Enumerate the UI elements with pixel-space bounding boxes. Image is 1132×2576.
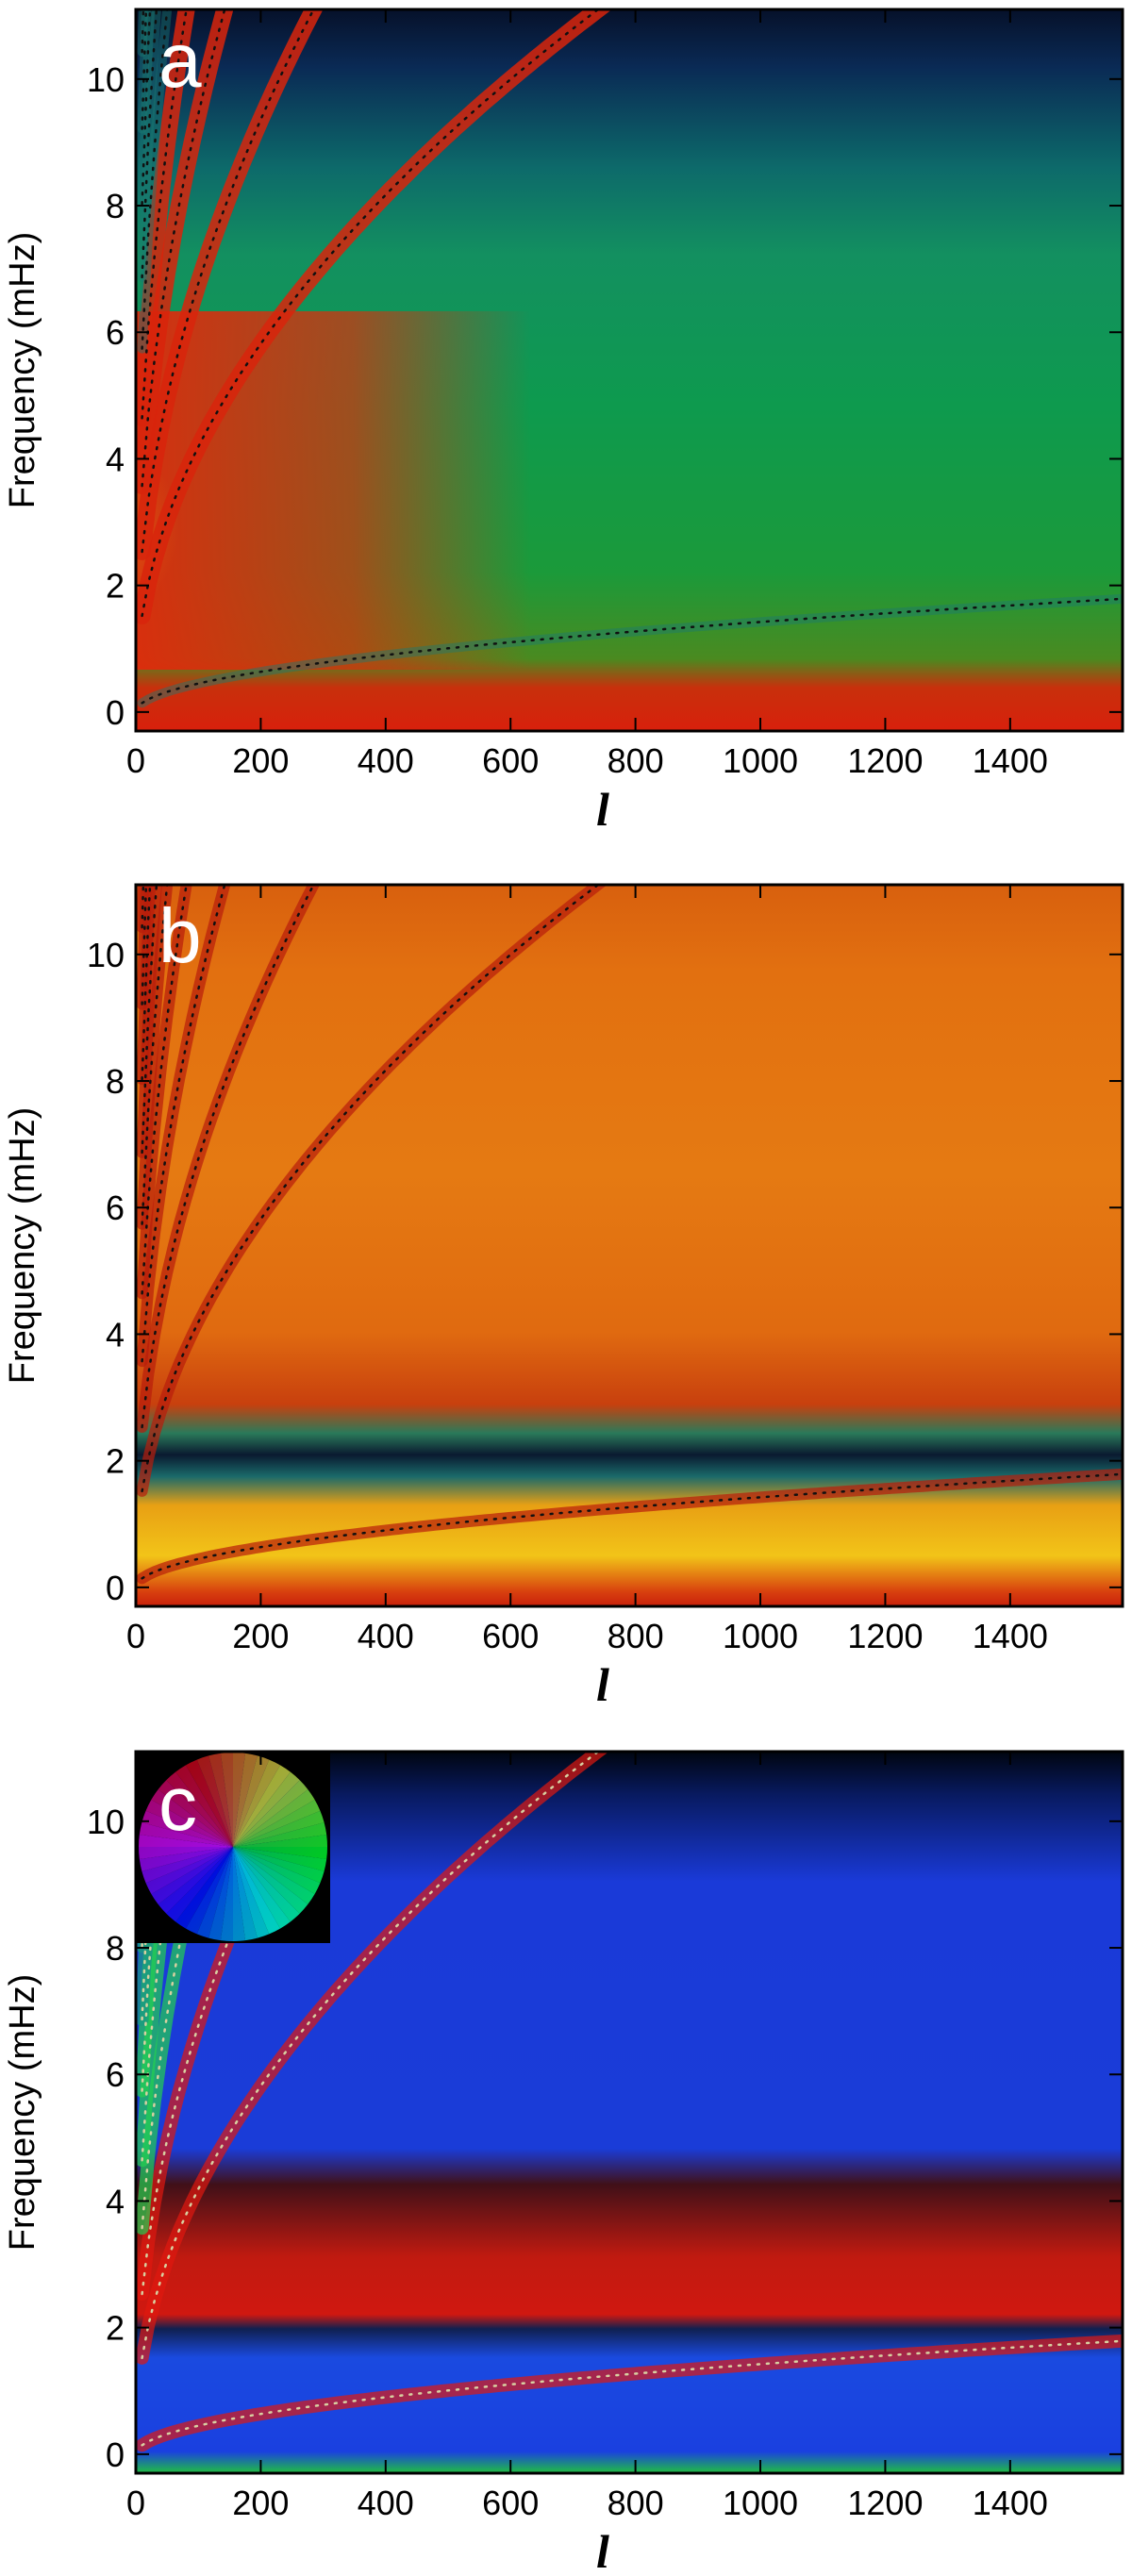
panel-a-axes: 0 200 400 600 800 1000 1200 1400 0 2 4 6 8 10 l Frequen… <box>3 9 1123 836</box>
x-tick-label: 1000 <box>723 741 798 780</box>
x-tick-label: 1000 <box>723 2484 798 2522</box>
x-tick-label: 1400 <box>973 2484 1048 2522</box>
panel-c: c 0 200 400 600 800 1000 1200 1400 0 2 4 6 8 10 l Frequ… <box>3 1750 1124 2576</box>
x-axis-label: l <box>596 1658 609 1711</box>
x-tick-label: 600 <box>482 741 539 780</box>
y-tick-label: 8 <box>106 1929 125 1968</box>
x-tick-label: 600 <box>482 1617 539 1655</box>
x-tick-label: 1400 <box>973 741 1048 780</box>
x-axis-label: l <box>596 783 609 836</box>
x-tick-label: 600 <box>482 2484 539 2522</box>
x-tick-label: 800 <box>608 741 664 780</box>
y-tick-label: 10 <box>87 936 125 974</box>
y-tick-label: 2 <box>106 2309 125 2348</box>
panel-a: a 0 200 400 600 800 1000 1200 1400 0 2 4 6 8 10 l Frequ… <box>3 8 1124 836</box>
y-tick-label: 10 <box>87 1803 125 1841</box>
ridge-band <box>136 885 321 1433</box>
panel-c-frame <box>134 1750 1124 2475</box>
color-wheel-shade <box>139 1753 327 1941</box>
x-tick-label: 1200 <box>847 1617 923 1655</box>
panel-b: b 0 200 400 600 800 1000 1200 1400 0 2 4 6 8 10 l Frequ… <box>3 883 1124 1711</box>
y-tick-label: 0 <box>106 693 125 732</box>
y-tick-label: 8 <box>106 1062 125 1101</box>
color-wheel <box>139 1753 327 1941</box>
x-tick-label: 1200 <box>847 2484 923 2522</box>
x-tick-label: 0 <box>126 2484 145 2522</box>
panel-b-frame <box>134 883 1124 1608</box>
y-axis-label: Frequency (mHz) <box>3 1107 42 1385</box>
y-tick-label: 10 <box>87 60 125 99</box>
x-tick-label: 400 <box>358 1617 414 1655</box>
x-tick-label: 200 <box>232 2484 289 2522</box>
y-tick-label: 0 <box>106 1569 125 1607</box>
x-tick-label: 1200 <box>847 741 923 780</box>
y-axis-label: Frequency (mHz) <box>3 1974 42 2252</box>
y-axis-label: Frequency (mHz) <box>3 232 42 509</box>
panel-b-axes: 0 200 400 600 800 1000 1200 1400 0 2 4 6 8 10 l Frequen… <box>3 885 1123 1711</box>
panel-b-letter: b <box>158 893 202 979</box>
x-tick-label: 200 <box>232 741 289 780</box>
ridge-band <box>136 9 612 624</box>
y-tick-label: 6 <box>106 313 125 352</box>
ridge-band <box>136 1752 609 2365</box>
y-tick-label: 2 <box>106 1442 125 1481</box>
y-tick-label: 2 <box>106 567 125 606</box>
ridge-band <box>136 2334 1123 2452</box>
panel-a-ridges <box>136 9 1123 708</box>
ridge-band <box>136 885 608 1497</box>
y-tick-label: 0 <box>106 2435 125 2474</box>
ridge-band <box>137 593 1123 708</box>
x-tick-label: 0 <box>126 741 145 780</box>
color-wheel-legend <box>136 1752 330 1943</box>
x-tick-label: 800 <box>608 2484 664 2522</box>
panel-b-background <box>136 885 1123 1606</box>
panel-c-axes: 0 200 400 600 800 1000 1200 1400 0 2 4 6 8 10 l Frequen… <box>3 1752 1123 2576</box>
x-tick-label: 800 <box>608 1617 664 1655</box>
y-tick-label: 4 <box>106 440 125 478</box>
panel-a-letter: a <box>158 18 202 104</box>
x-tick-label: 200 <box>232 1617 289 1655</box>
y-tick-label: 4 <box>106 1315 125 1354</box>
x-tick-label: 400 <box>358 741 414 780</box>
y-tick-label: 6 <box>106 2055 125 2094</box>
y-tick-label: 8 <box>106 187 125 225</box>
panel-a-frame <box>134 8 1124 733</box>
panel-b-ridges <box>136 885 1123 1585</box>
ridge-band <box>136 9 324 560</box>
x-tick-label: 1000 <box>723 1617 798 1655</box>
panel-c-letter: c <box>158 1761 197 1847</box>
y-tick-label: 6 <box>106 1188 125 1227</box>
ridge-band <box>136 1468 1123 1585</box>
y-tick-label: 4 <box>106 2182 125 2220</box>
x-tick-label: 0 <box>126 1617 145 1655</box>
x-tick-label: 1400 <box>973 1617 1048 1655</box>
x-axis-label: l <box>596 2525 609 2576</box>
x-tick-label: 400 <box>358 2484 414 2522</box>
